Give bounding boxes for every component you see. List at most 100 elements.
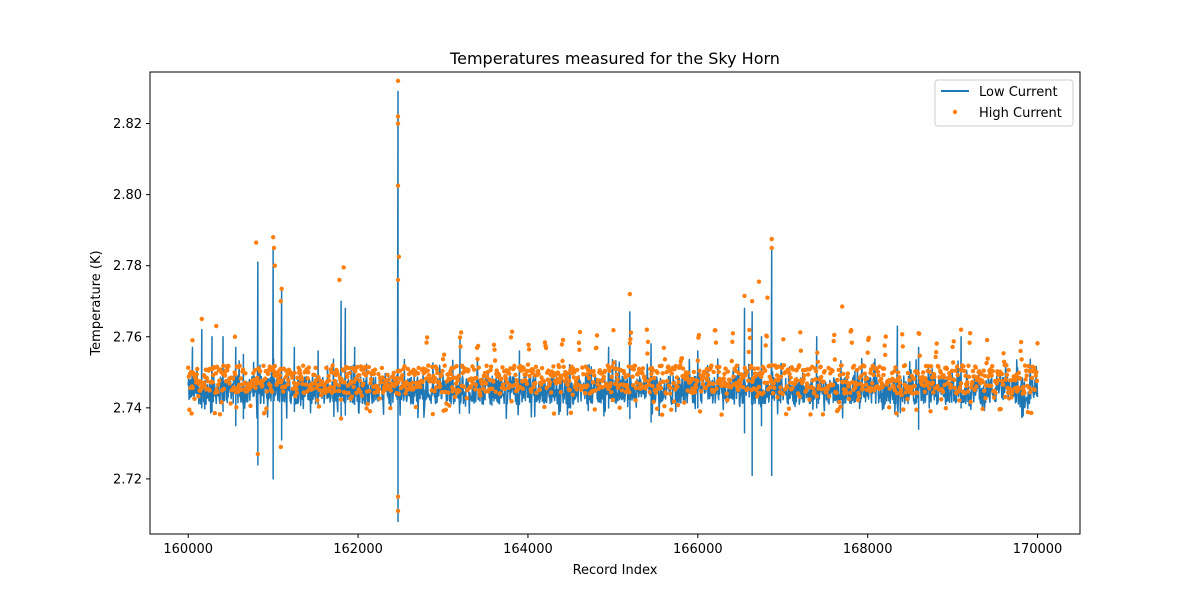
high-current-point <box>502 386 507 392</box>
high-current-point <box>353 368 358 374</box>
high-current-point <box>349 394 355 399</box>
high-current-outlier-point <box>270 235 276 240</box>
high-current-point <box>1019 357 1024 362</box>
high-current-point <box>514 378 519 383</box>
high-current-point <box>985 356 990 361</box>
x-tick-label: 168000 <box>843 542 893 557</box>
y-tick-label: 2.76 <box>113 330 142 345</box>
high-current-point <box>896 370 901 375</box>
high-current-point <box>435 370 440 376</box>
high-current-point <box>542 404 547 410</box>
high-current-point <box>285 382 291 387</box>
high-current-outlier-point <box>749 299 755 304</box>
high-current-point <box>948 382 954 388</box>
high-current-point <box>324 365 329 371</box>
high-current-point <box>227 381 232 386</box>
high-current-outlier-point <box>395 78 401 84</box>
high-current-point <box>538 382 544 387</box>
high-current-outlier-point <box>337 277 342 283</box>
high-current-point <box>391 370 396 376</box>
high-current-point <box>952 377 957 383</box>
high-current-point <box>457 388 462 394</box>
high-current-point <box>830 368 835 374</box>
high-current-point <box>379 365 385 371</box>
high-current-point <box>984 337 990 343</box>
high-current-point <box>911 376 917 382</box>
high-current-point <box>642 378 648 383</box>
high-current-point <box>938 370 943 375</box>
high-current-point <box>567 387 573 393</box>
high-current-point <box>267 364 272 369</box>
high-current-point <box>696 332 702 338</box>
high-current-point <box>859 373 864 379</box>
high-current-point <box>871 372 876 378</box>
high-current-point <box>297 368 302 373</box>
high-current-point <box>747 327 752 333</box>
high-current-point <box>476 365 481 370</box>
high-current-point <box>719 383 725 389</box>
high-current-point <box>781 362 787 368</box>
high-current-point <box>189 411 194 416</box>
high-current-point <box>905 370 911 376</box>
high-current-point <box>998 406 1003 412</box>
high-current-point <box>1029 410 1034 416</box>
high-current-point <box>282 384 288 390</box>
high-current-point <box>531 384 536 390</box>
high-current-point <box>262 410 267 415</box>
high-current-point <box>452 394 458 400</box>
high-current-point <box>410 380 415 385</box>
high-current-point <box>1035 341 1040 346</box>
high-current-point <box>865 350 870 355</box>
high-current-point <box>967 340 972 345</box>
high-current-point <box>533 381 538 386</box>
high-current-point <box>663 391 669 396</box>
high-current-point <box>487 377 492 383</box>
high-current-point <box>415 371 421 376</box>
high-current-point <box>713 340 719 345</box>
high-current-point <box>364 406 369 411</box>
high-current-point <box>957 385 963 390</box>
high-current-point <box>526 347 532 352</box>
high-current-point <box>346 390 351 396</box>
high-current-point <box>939 397 944 402</box>
legend-high-current-label: High Current <box>979 106 1062 121</box>
high-current-point <box>815 359 821 365</box>
high-current-outlier-point <box>278 299 283 304</box>
high-current-point <box>210 380 215 385</box>
high-current-point <box>795 378 800 383</box>
high-current-point <box>666 364 671 369</box>
high-current-point <box>560 337 566 343</box>
high-current-point <box>697 368 702 374</box>
high-current-point <box>753 387 759 392</box>
high-current-point <box>402 364 407 369</box>
high-current-point <box>473 382 479 388</box>
high-current-outlier-point <box>395 494 401 499</box>
high-current-point <box>590 380 596 385</box>
high-current-point <box>934 341 939 346</box>
high-current-point <box>730 339 735 344</box>
high-current-point <box>342 380 347 385</box>
high-current-point <box>627 390 632 395</box>
high-current-point <box>965 389 971 394</box>
high-current-point <box>312 372 317 378</box>
high-current-point <box>286 377 291 383</box>
high-current-point <box>413 404 419 410</box>
high-current-point <box>253 385 258 391</box>
high-current-point <box>988 383 994 388</box>
high-current-point <box>864 376 870 381</box>
high-current-point <box>685 388 690 393</box>
high-current-point <box>466 367 471 373</box>
high-current-point <box>399 377 404 382</box>
high-current-point <box>303 382 309 387</box>
high-current-point <box>628 330 634 335</box>
high-current-point <box>788 375 793 380</box>
high-current-point <box>650 368 656 373</box>
high-current-point <box>277 373 283 378</box>
high-current-point <box>513 372 518 378</box>
high-current-point <box>991 395 997 400</box>
high-current-point <box>1022 390 1027 396</box>
high-current-point <box>295 375 300 380</box>
high-current-point <box>594 333 600 338</box>
high-current-point <box>856 393 862 399</box>
high-current-point <box>426 372 432 378</box>
